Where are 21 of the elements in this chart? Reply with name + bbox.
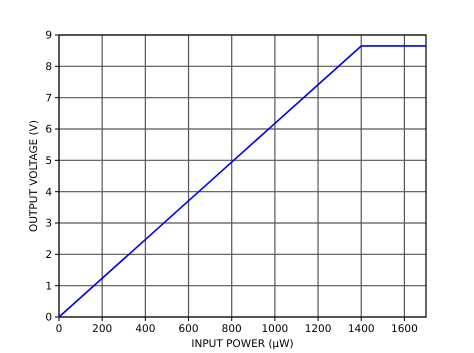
- y-tick-label: 4: [45, 186, 52, 198]
- y-tick-label: 6: [45, 124, 52, 136]
- x-tick-label: 200: [92, 323, 112, 335]
- y-tick-label: 9: [45, 30, 52, 42]
- x-tick-label: 400: [135, 323, 156, 335]
- y-tick-label: 8: [45, 61, 52, 74]
- x-tick-label: 1400: [348, 323, 375, 335]
- y-axis-title: OUTPUT VOLTAGE (V): [28, 120, 40, 232]
- x-tick-label: 600: [178, 323, 199, 335]
- x-tick-label: 1600: [391, 323, 418, 335]
- y-tick-label: 7: [45, 92, 52, 104]
- x-tick-label: 800: [222, 323, 242, 335]
- x-tick-label: 1200: [304, 323, 332, 335]
- y-tick-label: 2: [45, 249, 52, 262]
- y-tick-label: 5: [45, 155, 52, 168]
- x-tick-label: 1000: [262, 323, 288, 335]
- y-tick-label: 0: [45, 312, 52, 324]
- x-axis-title: INPUT POWER (µW): [191, 338, 294, 350]
- y-tick-label: 3: [45, 218, 52, 230]
- y-tick-label: 1: [45, 280, 52, 292]
- x-tick-label: 0: [56, 323, 62, 335]
